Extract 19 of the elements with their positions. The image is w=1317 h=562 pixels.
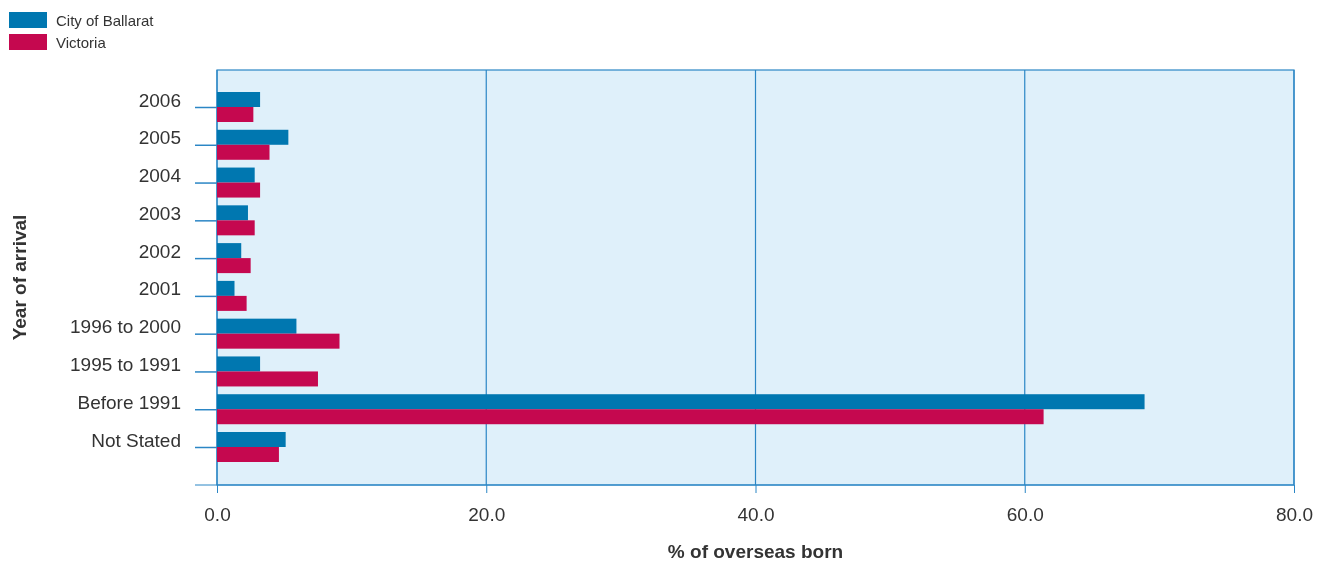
y-tick-label: 2003: [138, 202, 181, 224]
x-tick-label: 40.0: [737, 503, 775, 525]
y-tick-label: 2001: [138, 278, 181, 300]
y-tick-label: 2006: [138, 89, 181, 111]
legend-label: Victoria: [56, 34, 107, 51]
y-tick-label: 2004: [138, 165, 182, 187]
x-tick-label: 20.0: [468, 503, 506, 525]
y-tick-label: 1995 to 1991: [70, 353, 181, 375]
y-tick-label: Before 1991: [77, 391, 181, 413]
legend-label: City of Ballarat: [56, 12, 155, 29]
y-axis-title: Year of arrival: [9, 214, 30, 341]
x-axis-title: % of overseas born: [667, 541, 844, 562]
y-tick-label: Not Stated: [91, 429, 181, 451]
x-tick-label: 80.0: [1276, 503, 1313, 525]
y-tick-label: 2005: [138, 127, 181, 149]
x-tick-label: 0.0: [204, 503, 231, 525]
x-tick-label: 60.0: [1006, 503, 1044, 525]
y-tick-label: 1996 to 2000: [70, 316, 181, 338]
y-tick-label: 2002: [138, 240, 181, 262]
